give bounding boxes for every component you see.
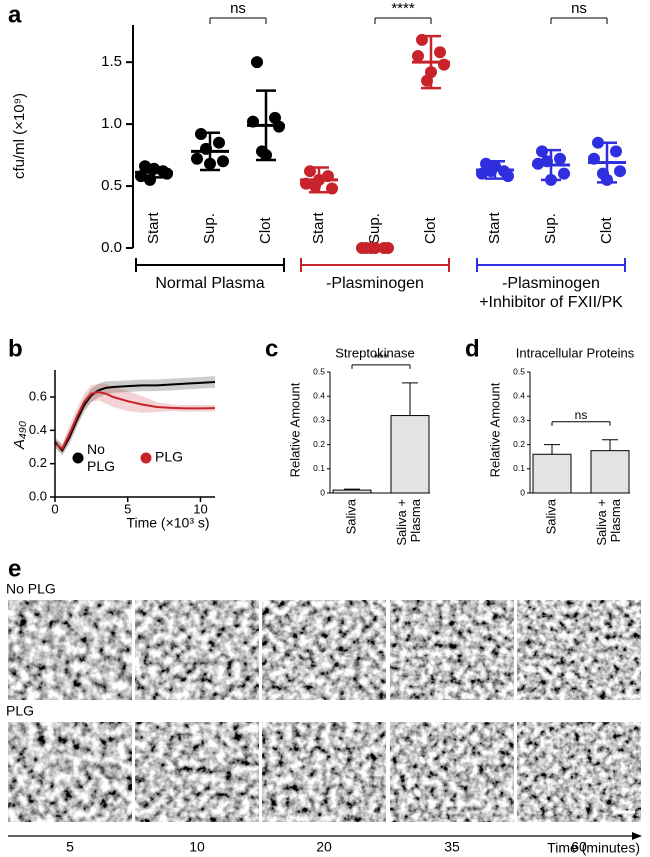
y-tick-label: 0 [520,487,525,497]
y-tick-label: 0.0 [29,488,47,503]
x-tick-label: Sup. [366,213,383,244]
y-tick-label: 1.5 [101,53,122,70]
panel-label: c [265,335,278,362]
micrograph [135,600,259,700]
x-tick-label: Start [145,211,162,244]
x-tick-label: Saliva +Plasma [594,498,623,545]
x-tick-label: 5 [124,501,131,516]
legend-marker [140,452,152,464]
y-tick-label: 0.2 [513,439,525,449]
panel-label: d [465,335,480,362]
legend-label: No PLG [87,441,115,474]
micrograph [517,600,641,700]
micrograph [262,600,386,700]
y-tick-label: 0.4 [29,422,47,437]
x-tick-label: Saliva [543,498,558,534]
data-point [213,136,225,149]
legend-marker [72,452,84,464]
micrograph [390,600,514,700]
data-point [434,46,446,59]
y-tick-label: 0.4 [313,390,325,400]
y-tick-label: 0.1 [513,463,525,473]
significance-label: ns [575,408,588,422]
time-label: 5 [66,839,74,855]
y-axis-label: Relative Amount [287,382,302,477]
x-tick-label: 0 [51,501,58,516]
y-tick-label: 0.0 [101,239,122,256]
y-tick-label: 0.3 [513,415,525,425]
significance-label: ns [571,0,587,17]
panel-label: a [8,1,22,28]
panel-label: e [8,555,21,582]
y-tick-label: 0.2 [313,439,325,449]
group-label: -Plasminogen [326,275,424,292]
y-axis-label: A₄₉₀ [11,421,28,450]
data-point [554,152,566,165]
data-point [412,49,424,62]
y-tick-label: 0 [320,487,325,497]
significance-label: **** [391,0,415,17]
series-line [54,381,216,453]
micrograph [262,722,386,822]
y-tick-label: 0.4 [513,390,525,400]
y-tick-label: 0.1 [313,463,325,473]
bar [390,415,430,494]
data-point [502,170,514,183]
y-axis-label: cfu/ml (×10⁹) [11,93,28,179]
group-label: -Plasminogen +Inhibitor of FXII/PK [479,275,623,311]
time-label: 35 [444,839,460,855]
significance-label: ns [230,0,246,17]
x-tick-label: Start [486,211,503,244]
x-tick-label: Sup. [542,213,559,244]
micrograph [8,722,132,822]
x-tick-label: 10 [193,501,207,516]
y-tick-label: 0.6 [29,388,47,403]
data-point [251,56,263,69]
group-label: Normal Plasma [155,275,264,292]
x-tick-label: Clot [422,216,439,244]
micrograph [517,722,641,822]
micrograph [390,722,514,822]
y-tick-label: 0.5 [513,366,525,376]
time-arrow [632,832,642,840]
x-tick-label: Saliva [343,498,358,534]
significance-label: *** [374,351,388,365]
y-tick-label: 0.2 [29,455,47,470]
data-point [614,165,626,178]
panel-label: b [8,335,23,362]
x-tick-label: Saliva +Plasma [394,498,423,545]
data-point [217,155,229,168]
time-label: 20 [316,839,332,855]
x-tick-label: Clot [598,216,615,244]
data-point [610,145,622,158]
y-tick-label: 0.3 [313,415,325,425]
row-label: No PLG [6,581,56,597]
x-axis-label: Time (×10³ s) [126,515,209,531]
y-tick-label: 0.5 [101,177,122,194]
data-point [558,167,570,180]
y-tick-label: 1.0 [101,115,122,132]
legend-label: PLG [155,449,183,465]
y-axis-label: Relative Amount [487,382,502,477]
micrograph [135,722,259,822]
series-line [54,390,216,451]
y-tick-label: 0.5 [313,366,325,376]
x-tick-label: Clot [257,216,274,244]
bar [532,453,572,494]
time-label: 10 [189,839,205,855]
time-label: 60 [571,839,587,855]
row-label: PLG [6,703,34,719]
x-tick-label: Sup. [201,213,218,244]
data-point [191,152,203,165]
x-tick-label: Start [310,211,327,244]
chart-title: Streptokinase [335,345,415,360]
x-axis-label: Time (minutes) [547,840,640,856]
bar [590,450,630,494]
chart-title: Intracellular Proteins [516,345,635,360]
micrograph [8,600,132,700]
error-band [142,396,157,413]
data-point [438,58,450,71]
